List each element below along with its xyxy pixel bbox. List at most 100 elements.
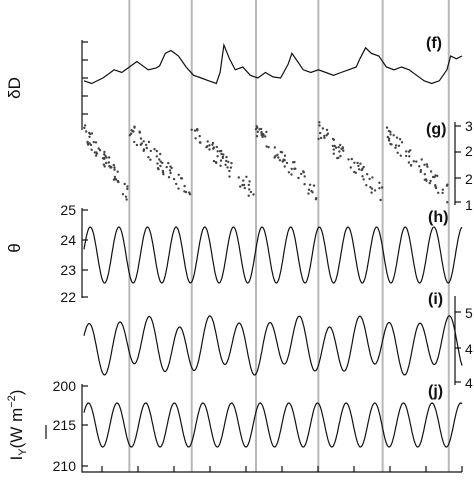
scatter-point [94,141,98,144]
y-label-h: θ [5,243,24,252]
scatter-point [254,127,258,131]
scatter-point [389,133,392,136]
scatter-point [362,165,365,169]
scatter-point [319,136,323,140]
y-label-j-close: ) [7,390,26,396]
scatter-point [332,138,336,141]
scatter-point [130,129,133,132]
h-tick-23: 23 [60,262,76,278]
scatter-point [104,154,107,157]
scatter-point [103,150,106,154]
scatter-point [102,163,106,166]
y-label-f: δD [5,77,24,99]
scatter-point [83,124,87,127]
series-f-line [83,42,463,85]
scatter-point [133,126,136,129]
panel-label-f: (f) [426,35,442,52]
scatter-point [208,144,211,147]
scatter-point [256,130,259,133]
scatter-point [255,125,258,128]
scatter-point [124,195,128,198]
y-label-j-symbol: I [7,456,26,461]
scatter-point [227,160,230,164]
scatter-point [331,144,335,148]
scatter-point [135,143,139,147]
g-tick-2b: 2 [465,171,473,187]
scatter-point [133,140,136,144]
scatter-point [155,149,158,153]
scatter-point [219,159,223,162]
scatter-point [139,137,143,140]
scatter-point [85,130,88,133]
scatter-point [264,135,267,138]
scatter-point [325,128,329,132]
scatter-point [247,183,250,187]
scatter-point [155,155,158,158]
scatter-point [221,156,224,160]
scatter-point [390,143,393,146]
scatter-point [144,143,148,147]
scatter-point [105,156,108,159]
scatter-point [98,149,102,152]
scatter-point [199,141,202,144]
scatter-point [387,137,391,140]
scatter-point [130,132,133,135]
scatter-point [409,149,412,152]
scatter-point [350,157,353,161]
scatter-point [291,161,295,164]
scatter-point [373,189,377,192]
scatter-point [349,166,352,169]
h-tick-22: 22 [60,289,76,305]
scatter-point [147,140,151,144]
scatter-point [339,143,342,147]
scatter-point [370,187,374,190]
scatter-point [290,167,293,171]
scatter-point [277,156,280,159]
scatter-point [436,174,439,178]
scatter-point [347,158,350,161]
scatter-point [441,191,444,195]
scatter-point [278,159,282,162]
scatter-point [211,143,214,146]
scatter-point [317,137,320,141]
scatter-point [214,161,218,164]
i-tick-5: 5 [465,305,473,321]
scatter-point [126,185,129,188]
scatter-point [318,121,321,124]
scatter-point [107,161,111,164]
scatter-point [419,169,423,172]
x-axis-ticks [101,466,463,472]
scatter-point [290,173,293,176]
scatter-point [389,130,392,134]
scatter-point [167,176,171,179]
scatter-point [121,193,125,196]
h-tick-25: 25 [60,202,76,218]
scatter-point [365,184,368,187]
scatter-point [356,161,359,165]
scatter-point [208,148,211,151]
axis-g-ticks [455,125,461,203]
scatter-point [399,154,402,157]
scatter-point [159,164,162,168]
scatter-point [338,150,341,153]
scatter-point [242,179,245,182]
scatter-point [434,184,437,187]
panel-label-i: (i) [428,291,443,308]
scatter-point [357,168,361,171]
panel-label-j: (j) [428,383,443,400]
scatter-point [423,173,426,176]
svg-text:IY(W m−2): IY(W m−2) [6,390,29,461]
scatter-point [139,143,142,146]
scatter-point [361,175,364,178]
scatter-point [212,159,216,163]
scatter-point [170,166,173,170]
scatter-point [353,170,356,174]
scatter-point [332,148,335,151]
scatter-point [415,160,418,163]
scatter-point [340,147,343,151]
scatter-point [357,164,360,168]
scatter-point [267,146,270,149]
scatter-point [226,166,229,169]
scatter-point [259,127,263,131]
series-j-line [83,402,463,448]
